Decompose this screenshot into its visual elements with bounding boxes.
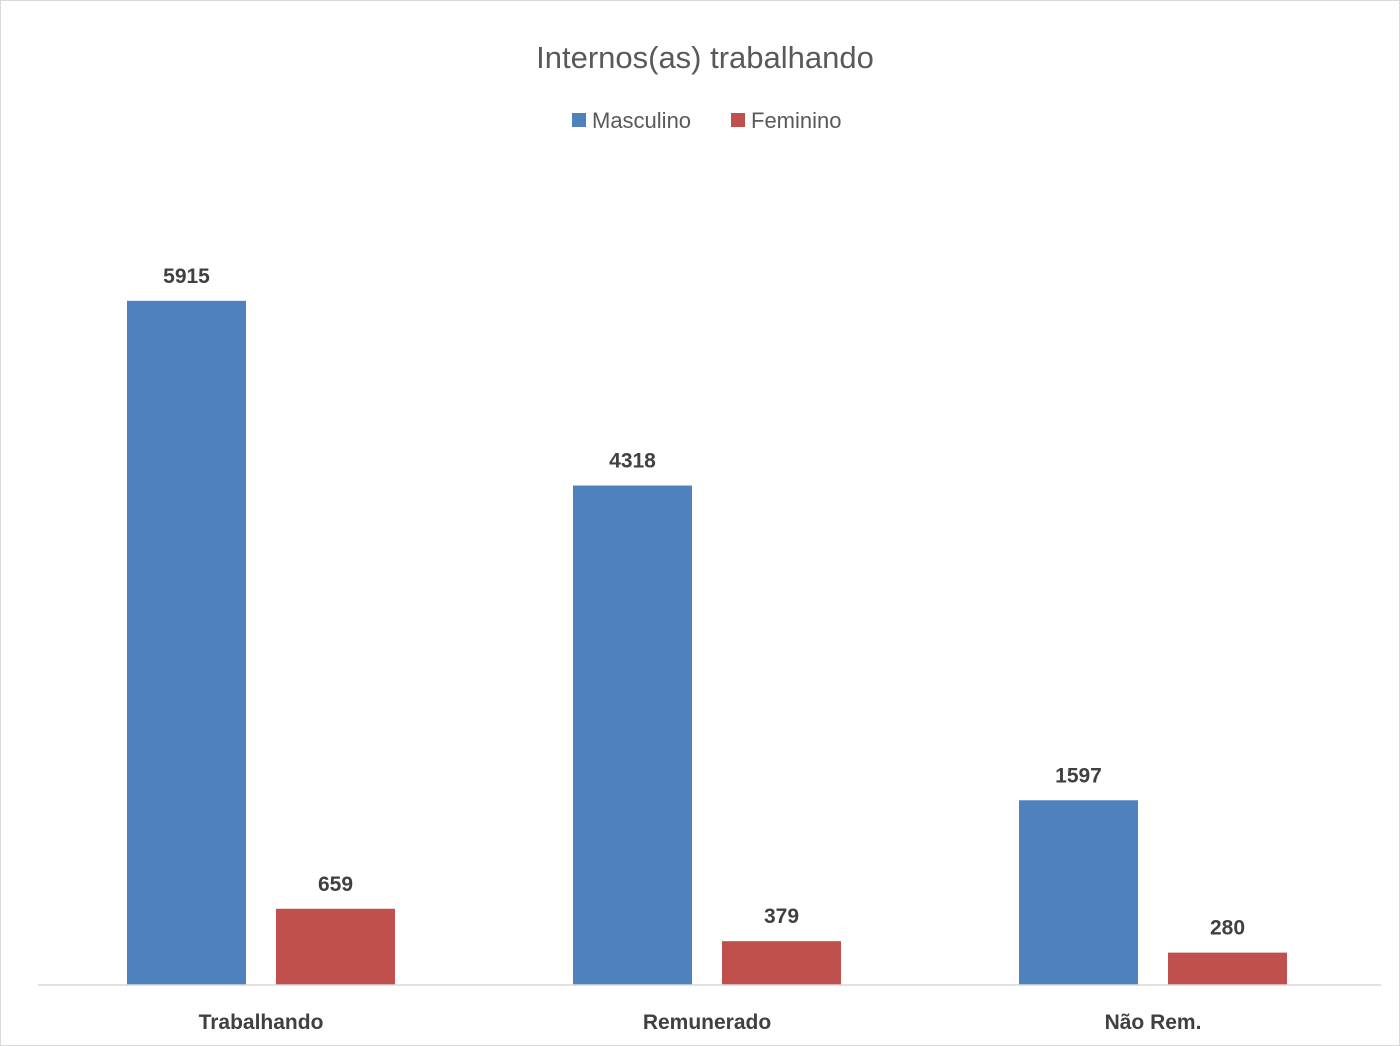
chart-title: Internos(as) trabalhando xyxy=(536,40,874,75)
category-label-trabalhando: Trabalhando xyxy=(199,1011,324,1034)
data-label-masculino-trabalhando: 5915 xyxy=(163,265,210,288)
data-label-feminino-remunerado: 379 xyxy=(764,905,799,928)
legend-label-feminino: Feminino xyxy=(751,108,841,133)
category-label-nao-rem: Não Rem. xyxy=(1105,1011,1202,1034)
category-labels-group: Trabalhando Remunerado Não Rem. xyxy=(199,1011,1202,1034)
bar-masculino-remunerado xyxy=(573,485,692,985)
category-label-remunerado: Remunerado xyxy=(643,1011,771,1034)
data-label-masculino-remunerado: 4318 xyxy=(609,450,656,473)
bar-feminino-trabalhando xyxy=(276,908,395,985)
legend-label-masculino: Masculino xyxy=(592,108,691,133)
bar-feminino-remunerado xyxy=(722,941,841,985)
legend: Masculino Feminino xyxy=(572,108,841,133)
bar-feminino-nao-rem xyxy=(1168,952,1287,985)
data-label-masculino-nao-rem: 1597 xyxy=(1055,764,1102,787)
bars-group xyxy=(127,300,1287,985)
bar-masculino-nao-rem xyxy=(1019,800,1138,985)
legend-swatch-masculino xyxy=(572,113,586,127)
bar-masculino-trabalhando xyxy=(127,300,246,985)
legend-swatch-feminino xyxy=(731,113,745,127)
data-labels-group: 5915 659 4318 379 1597 280 xyxy=(163,265,1245,940)
data-label-feminino-trabalhando: 659 xyxy=(318,873,353,896)
data-label-feminino-nao-rem: 280 xyxy=(1210,917,1245,940)
